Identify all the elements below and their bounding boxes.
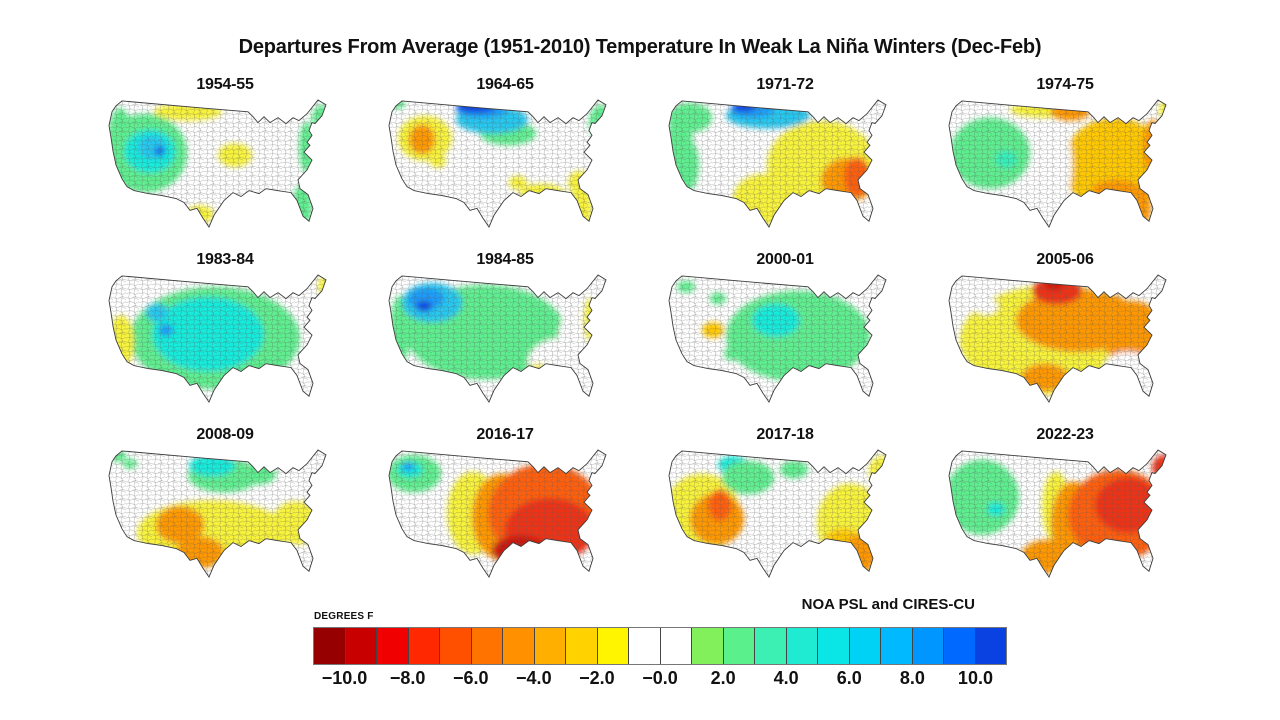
map-panel-1954-55: 1954-55 (100, 76, 350, 234)
colorbar-segment (597, 628, 629, 664)
map-year-label: 2008-09 (196, 426, 254, 443)
map-year-label: 2022-23 (1036, 426, 1094, 443)
colorbar-segment (975, 628, 1006, 664)
map-panel-2008-09: 2008-09 (100, 426, 350, 584)
colorbar-segment (692, 628, 724, 664)
us-map (388, 99, 607, 229)
us-map (108, 449, 327, 579)
colorbar-segment (818, 628, 850, 664)
colorbar-segment (408, 628, 440, 664)
colorbar-segment (755, 628, 787, 664)
us-map (948, 274, 1167, 404)
colorbar-segment (440, 628, 472, 664)
us-map (668, 449, 887, 579)
us-map (108, 99, 327, 229)
colorbar-tick-label: 10.0 (957, 668, 993, 688)
colorbar-segment (471, 628, 503, 664)
map-year-label: 1983-84 (196, 251, 254, 268)
map-grid: 1954-55 1964-65 1971-72 1974-75 1983-84 1984-… (100, 76, 1190, 584)
colorbar-segment (881, 628, 913, 664)
map-year-label: 2005-06 (1036, 251, 1094, 268)
us-map (388, 274, 607, 404)
colorbar-segment (534, 628, 566, 664)
map-year-label: 1984-85 (476, 251, 534, 268)
us-map (388, 449, 607, 579)
map-panel-1983-84: 1983-84 (100, 251, 350, 409)
colorbar-ticks: −10.0 −8.0 −6.0 −4.0 −2.0 −0.0 2.0 4.0 6.0 8.0 10.… (313, 668, 1007, 692)
colorbar-segment (377, 628, 409, 664)
colorbar-tick-label: −6.0 (452, 668, 489, 688)
colorbar-tick-label: 4.0 (773, 668, 799, 688)
map-year-label: 1974-75 (1036, 76, 1094, 93)
colorbar-tick-label: 6.0 (836, 668, 862, 688)
us-map (108, 274, 327, 404)
us-map (668, 274, 887, 404)
map-panel-2005-06: 2005-06 (940, 251, 1190, 409)
colorbar-segment (629, 628, 661, 664)
colorbar-segment (314, 628, 346, 664)
map-panel-1984-85: 1984-85 (380, 251, 630, 409)
map-year-label: 2017-18 (756, 426, 814, 443)
map-panel-2017-18: 2017-18 (660, 426, 910, 584)
colorbar-segment (944, 628, 976, 664)
colorbar-tick-label: −2.0 (579, 668, 615, 688)
colorbar-units-label: DEGREES F (314, 611, 374, 622)
colorbar-block: NOA PSL and CIRES-CU DEGREES F −10.0 −8.0… (313, 596, 1007, 706)
us-map (668, 99, 887, 229)
colorbar-segment (345, 628, 377, 664)
map-panel-2016-17: 2016-17 (380, 426, 630, 584)
map-year-label: 1971-72 (756, 76, 814, 93)
colorbar-segment (912, 628, 944, 664)
figure-title: Departures From Average (1951-2010) Temp… (238, 36, 1042, 58)
map-year-label: 1964-65 (476, 76, 534, 93)
map-year-label: 2000-01 (756, 251, 814, 268)
us-map (948, 449, 1167, 579)
colorbar-tick-label: 2.0 (710, 668, 736, 688)
map-year-label: 1954-55 (196, 76, 254, 93)
colorbar-segment (660, 628, 692, 664)
us-map (948, 99, 1167, 229)
colorbar-tick-label: 8.0 (899, 668, 925, 688)
colorbar-tick-label: −8.0 (389, 668, 426, 688)
map-panel-2000-01: 2000-01 (660, 251, 910, 409)
colorbar-tick-label: −10.0 (321, 668, 368, 688)
map-panel-1974-75: 1974-75 (940, 76, 1190, 234)
map-panel-2022-23: 2022-23 (940, 426, 1190, 584)
credit-text: NOA PSL and CIRES-CU (801, 596, 975, 613)
map-year-label: 2016-17 (476, 426, 534, 443)
map-panel-1964-65: 1964-65 (380, 76, 630, 234)
colorbar-tick-label: −4.0 (516, 668, 552, 688)
colorbar-segment (723, 628, 755, 664)
map-panel-1971-72: 1971-72 (660, 76, 910, 234)
colorbar-segment (786, 628, 818, 664)
colorbar-tick-label: −0.0 (642, 668, 678, 688)
colorbar-segment (849, 628, 881, 664)
colorbar-segment (566, 628, 598, 664)
colorbar-segment (503, 628, 535, 664)
colorbar-swatches (313, 627, 1007, 665)
